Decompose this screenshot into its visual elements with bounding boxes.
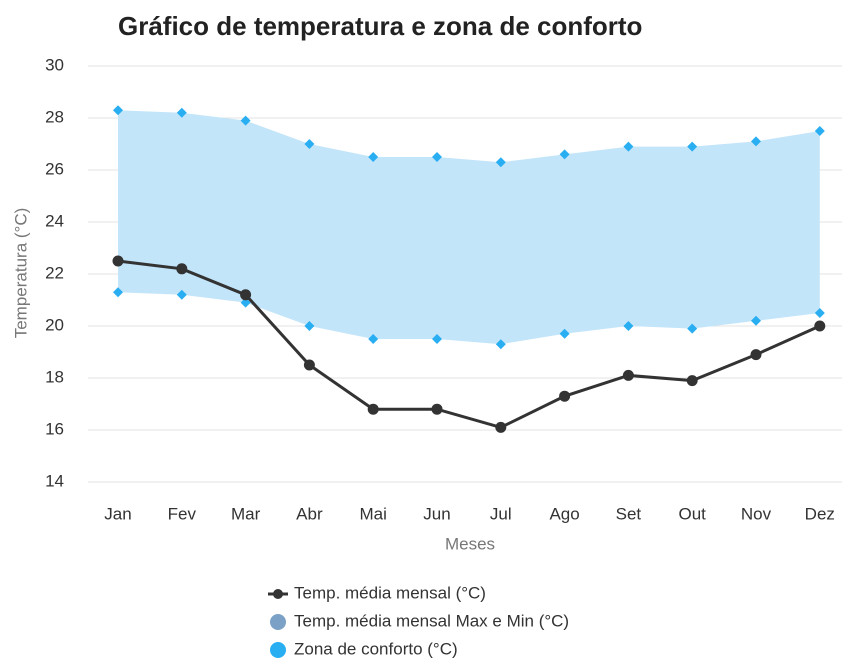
comfort-marker xyxy=(113,287,123,298)
comfort-marker xyxy=(495,157,506,168)
x-tick-label: Jul xyxy=(490,504,512,523)
mean-point xyxy=(750,349,762,361)
mean-point xyxy=(367,403,379,415)
comfort-marker xyxy=(176,107,187,118)
comfort-marker xyxy=(240,297,251,308)
y-tick-label: 20 xyxy=(45,315,64,334)
comfort-marker xyxy=(751,315,761,326)
x-tick-label: Set xyxy=(616,504,642,523)
comfort-marker xyxy=(240,115,251,126)
comfort-marker xyxy=(113,105,123,116)
x-tick-label: Ago xyxy=(549,504,579,523)
mean-line xyxy=(117,259,821,430)
mean-point xyxy=(686,375,698,387)
comfort-area xyxy=(118,110,820,345)
comfort-marker xyxy=(432,334,442,344)
comfort-marker xyxy=(623,141,634,152)
comfort-marker xyxy=(432,152,442,162)
comfort-marker xyxy=(751,136,761,147)
comfort-marker xyxy=(814,126,825,136)
comfort-marker xyxy=(368,334,379,344)
comfort-marker xyxy=(559,149,570,160)
legend-symbol xyxy=(270,642,286,658)
y-tick-label: 26 xyxy=(45,159,64,178)
comfort-marker xyxy=(495,339,506,350)
x-tick-label: Abr xyxy=(296,504,323,523)
comfort-marker xyxy=(304,321,315,331)
x-tick-label: Mar xyxy=(231,504,261,523)
y-tick-label: 30 xyxy=(45,55,64,74)
mean-point xyxy=(240,289,252,301)
mean-point xyxy=(814,320,826,332)
y-tick-label: 18 xyxy=(45,367,64,386)
x-tick-label: Nov xyxy=(741,504,772,523)
y-tick-label: 22 xyxy=(45,263,64,282)
comfort-marker xyxy=(687,141,698,152)
comfort-marker xyxy=(304,139,315,149)
mean-point xyxy=(622,369,634,381)
legend-label: Temp. média mensal Max e Min (°C) xyxy=(294,611,569,630)
y-tick-label: 24 xyxy=(45,211,64,230)
y-tick-label: 14 xyxy=(45,471,64,490)
x-tick-label: Mai xyxy=(359,504,386,523)
mean-point xyxy=(112,255,124,267)
mean-point xyxy=(559,390,571,402)
comfort-marker xyxy=(176,289,187,300)
x-tick-label: Jun xyxy=(423,504,450,523)
y-tick-label: 16 xyxy=(45,419,64,438)
x-tick-label: Fev xyxy=(168,504,197,523)
mean-point xyxy=(303,359,315,371)
comfort-marker xyxy=(368,152,379,162)
mean-point xyxy=(431,403,443,415)
legend-label: Zona de conforto (°C) xyxy=(294,639,458,658)
x-axis-label: Meses xyxy=(445,534,495,553)
legend-symbol xyxy=(273,589,283,599)
comfort-marker xyxy=(559,328,570,339)
y-tick-label: 28 xyxy=(45,107,64,126)
legend-label: Temp. média mensal (°C) xyxy=(294,583,486,602)
x-tick-label: Jan xyxy=(104,504,131,523)
x-tick-label: Out xyxy=(678,504,706,523)
x-tick-label: Dez xyxy=(805,504,835,523)
y-axis-label: Temperatura (°C) xyxy=(11,208,30,339)
comfort-marker xyxy=(814,308,825,318)
comfort-marker xyxy=(687,323,698,334)
chart-title: Gráfico de temperatura e zona de confort… xyxy=(118,11,642,41)
mean-point xyxy=(176,263,188,275)
legend-symbol xyxy=(270,614,286,630)
mean-point xyxy=(495,421,507,433)
comfort-marker xyxy=(623,321,634,331)
